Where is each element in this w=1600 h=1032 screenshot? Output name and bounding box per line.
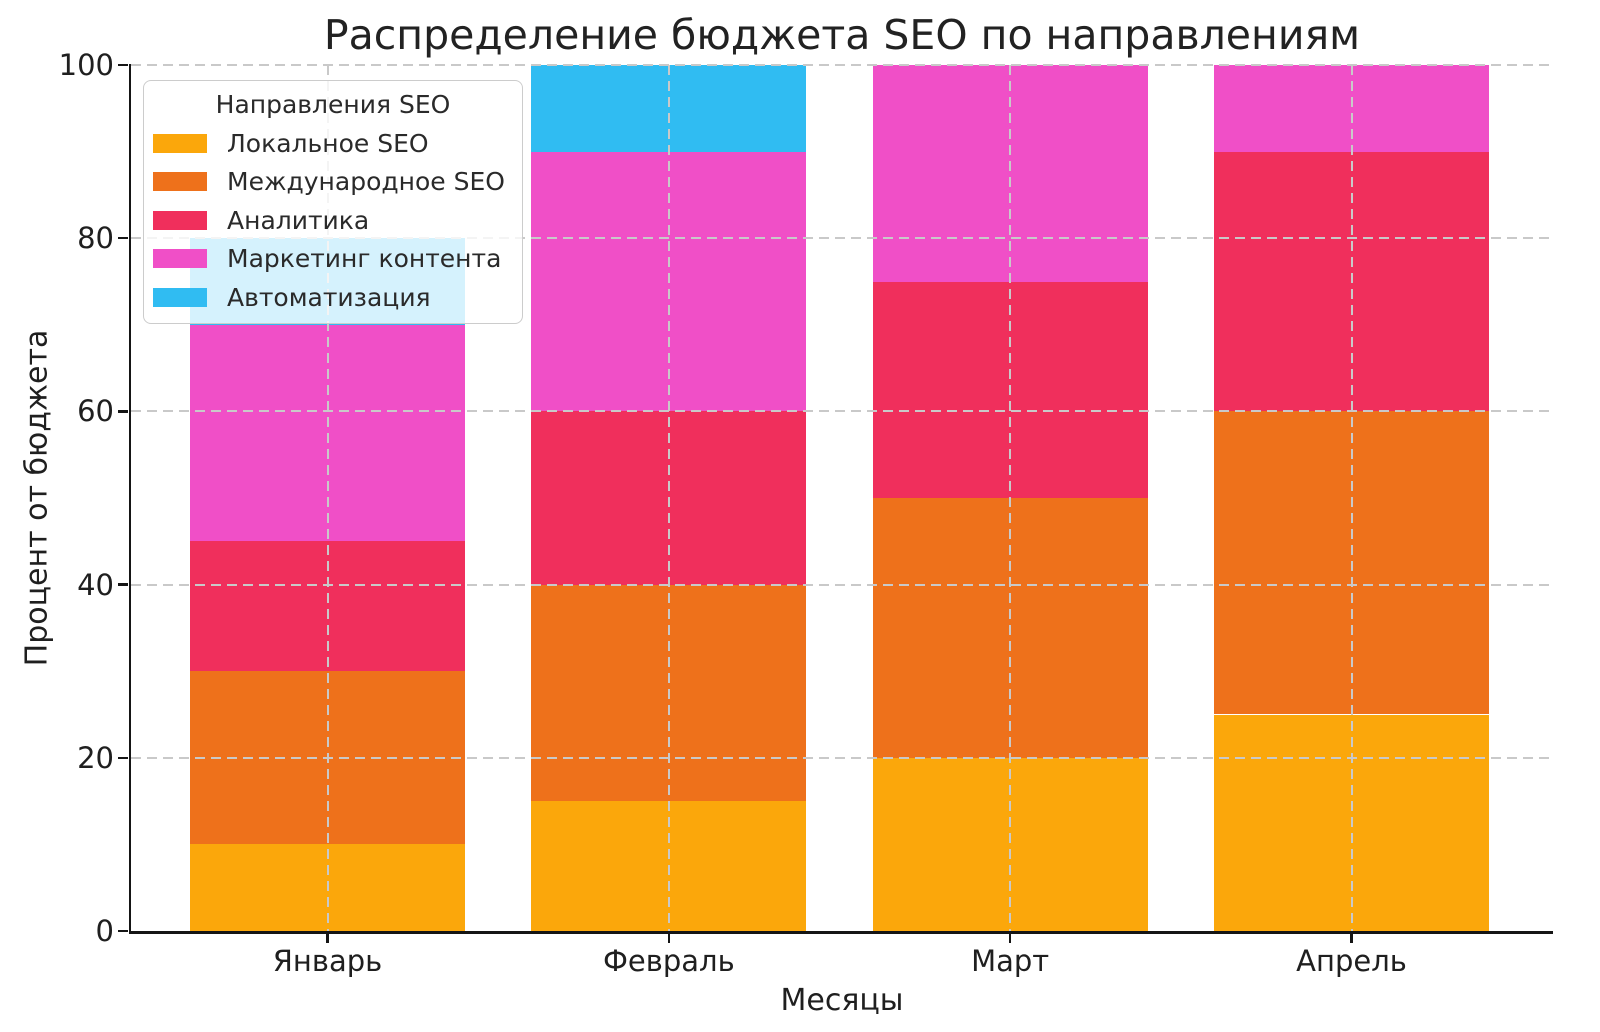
x-tick-label: Март: [971, 944, 1050, 978]
chart-title: Распределение бюджета SEO по направления…: [323, 11, 1361, 59]
horizontal-gridline: [131, 237, 1553, 240]
y-axis-spine: [128, 64, 131, 934]
legend-swatch: [153, 172, 207, 192]
legend-title: Направления SEO: [215, 90, 451, 119]
vertical-gridline: [326, 65, 329, 931]
y-tick-mark: [118, 756, 128, 760]
y-tick-label: 0: [95, 914, 114, 948]
y-tick-label: 60: [77, 394, 114, 429]
x-tick-label: Февраль: [602, 944, 735, 978]
x-tick-label: Апрель: [1296, 944, 1407, 978]
x-tick-mark: [1008, 934, 1012, 943]
legend-item: Маркетинг контента: [144, 240, 522, 279]
horizontal-gridline: [131, 64, 1553, 66]
horizontal-gridline: [131, 583, 1553, 586]
x-axis-spine: [128, 931, 1553, 934]
legend-item: Аналитика: [144, 201, 522, 240]
y-tick-label: 100: [58, 48, 114, 82]
x-axis-label: Месяцы: [780, 983, 904, 1018]
y-tick-label: 80: [77, 221, 114, 256]
y-tick-label: 40: [77, 567, 114, 602]
plot-area: Направления SEO Локальное SEO Международн…: [59, 48, 1553, 978]
legend-swatch: [153, 287, 207, 307]
legend-item-label: Аналитика: [227, 205, 370, 235]
x-tick-mark: [1350, 934, 1353, 943]
legend-swatch: [153, 249, 207, 269]
x-tick-label: Январь: [272, 944, 383, 978]
legend-swatch: [153, 133, 207, 153]
legend-item-label: Автоматизация: [227, 282, 431, 312]
horizontal-gridline: [131, 756, 1553, 759]
x-tick-mark: [667, 934, 671, 943]
y-tick-mark: [118, 583, 128, 586]
y-tick-label: 20: [77, 740, 114, 775]
vertical-gridline: [1350, 65, 1353, 931]
legend: Направления SEO Локальное SEO Международн…: [143, 80, 523, 324]
vertical-gridline: [1009, 65, 1012, 931]
legend-item: Международное SEO: [144, 163, 522, 202]
legend-rows: Локальное SEO Международное SEO Аналитика М…: [144, 124, 522, 317]
y-axis-label: Процент от бюджета: [19, 329, 55, 667]
y-tick-mark: [118, 236, 128, 240]
vertical-gridline: [667, 65, 670, 931]
legend-item: Локальное SEO: [144, 124, 522, 163]
legend-item-label: Международное SEO: [227, 167, 505, 197]
y-tick-mark: [118, 63, 128, 67]
legend-item-label: Маркетинг контента: [227, 244, 502, 274]
x-tick-mark: [326, 934, 329, 943]
y-tick-mark: [118, 929, 128, 933]
legend-item: Автоматизация: [144, 278, 522, 317]
y-tick-mark: [118, 410, 128, 413]
horizontal-gridline: [131, 410, 1553, 413]
legend-swatch: [153, 210, 207, 230]
legend-item-label: Локальное SEO: [227, 128, 429, 158]
